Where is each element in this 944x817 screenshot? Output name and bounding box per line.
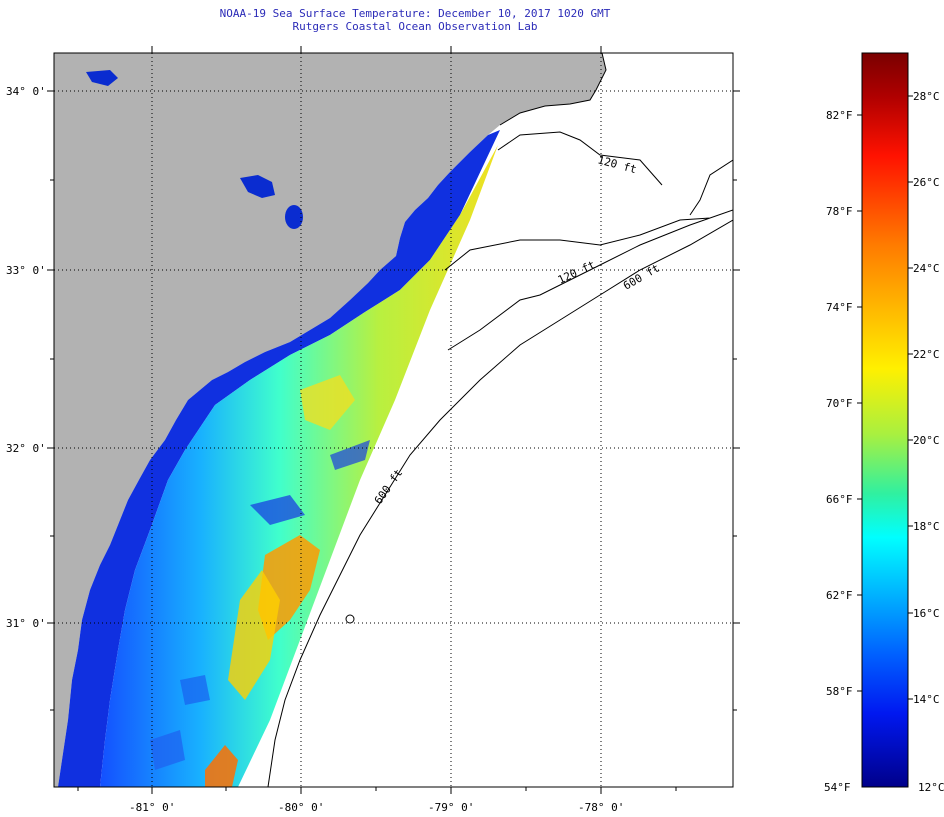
colorbar-label-c: 22°C bbox=[913, 348, 940, 361]
inland-lake bbox=[86, 70, 118, 86]
colorbar-label-c: 16°C bbox=[913, 607, 940, 620]
land-mass bbox=[54, 53, 606, 787]
shelf-contour-600ft bbox=[267, 219, 733, 787]
warm-patch bbox=[205, 745, 238, 787]
sst-swath bbox=[100, 145, 498, 787]
colorbar-label-f: 54°F bbox=[824, 781, 851, 794]
colorbar-label-c: 18°C bbox=[913, 520, 940, 533]
colorbar-label-f: 78°F bbox=[826, 205, 853, 218]
coastal-cold-band bbox=[58, 130, 500, 787]
latitude-label: 31° 0' bbox=[6, 617, 46, 630]
colorbar-label-f: 74°F bbox=[826, 301, 853, 314]
map-title: NOAA-19 Sea Surface Temperature: Decembe… bbox=[219, 7, 611, 20]
axis-ticks bbox=[47, 46, 740, 794]
longitude-label: -81° 0' bbox=[129, 801, 175, 814]
shelf-contour-120ft bbox=[444, 131, 733, 351]
colorbar-label-c: 24°C bbox=[913, 262, 940, 275]
latitude-label: 34° 0' bbox=[6, 85, 46, 98]
colorbar-label-f: 70°F bbox=[826, 397, 853, 410]
latitude-label: 32° 0' bbox=[6, 442, 46, 455]
map-subtitle: Rutgers Coastal Ocean Observation Lab bbox=[292, 20, 538, 33]
cool-streak bbox=[150, 730, 185, 770]
cool-streak bbox=[250, 495, 305, 525]
colorbar-ticks bbox=[857, 95, 913, 700]
latitude-label: 33° 0' bbox=[6, 264, 46, 277]
colorbar-label-f: 66°F bbox=[826, 493, 853, 506]
cool-streak bbox=[180, 675, 210, 705]
coastline-east bbox=[689, 159, 733, 216]
longitude-label: -80° 0' bbox=[278, 801, 324, 814]
colorbar-label-c: 20°C bbox=[913, 434, 940, 447]
map-frame bbox=[53, 52, 734, 788]
longitude-label: -78° 0' bbox=[578, 801, 624, 814]
colorbar-label-c: 26°C bbox=[913, 176, 940, 189]
colorbar-label-f: 62°F bbox=[826, 589, 853, 602]
colorbar-label-c: 12°C bbox=[918, 781, 944, 794]
colorbar-label-c: 28°C bbox=[913, 90, 940, 103]
warm-patch bbox=[300, 375, 355, 430]
colorbar-label-c: 14°C bbox=[913, 693, 940, 706]
warm-patch bbox=[228, 570, 280, 700]
cool-streak bbox=[330, 440, 370, 470]
colorbar bbox=[861, 52, 909, 788]
inland-lake bbox=[240, 175, 275, 198]
colorbar-label-f: 58°F bbox=[826, 685, 853, 698]
colorbar-label-f: 82°F bbox=[826, 109, 853, 122]
longitude-label: -79° 0' bbox=[428, 801, 474, 814]
inland-lake bbox=[285, 205, 303, 229]
coastline bbox=[499, 53, 607, 126]
